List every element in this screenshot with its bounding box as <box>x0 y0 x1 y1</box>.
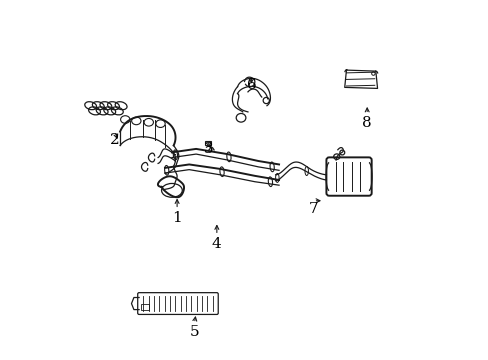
Text: 4: 4 <box>211 237 221 251</box>
Text: 7: 7 <box>308 202 318 216</box>
Text: 2: 2 <box>110 133 120 147</box>
Bar <box>141 304 149 310</box>
Bar <box>205 141 210 145</box>
Text: 8: 8 <box>362 116 371 130</box>
Text: 5: 5 <box>189 325 199 339</box>
Text: 6: 6 <box>246 78 256 92</box>
Text: 3: 3 <box>203 142 213 156</box>
Text: 1: 1 <box>172 211 182 225</box>
